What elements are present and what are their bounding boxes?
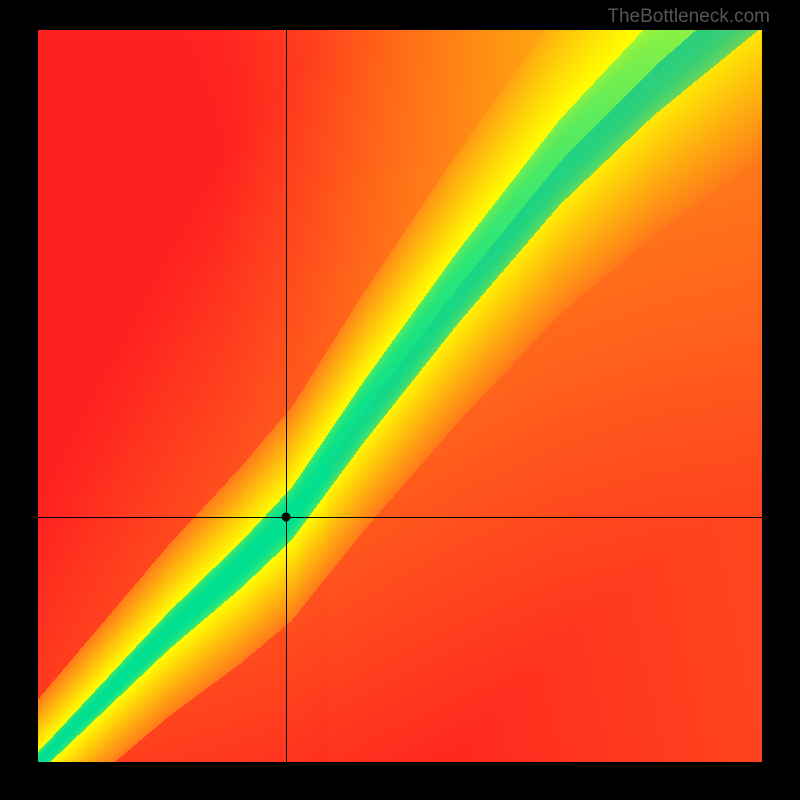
- crosshair-vertical: [286, 30, 287, 762]
- heatmap-plot: [38, 30, 762, 762]
- crosshair-horizontal: [38, 517, 762, 518]
- heatmap-canvas: [38, 30, 762, 762]
- marker-dot: [282, 512, 291, 521]
- watermark-text: TheBottleneck.com: [607, 6, 770, 28]
